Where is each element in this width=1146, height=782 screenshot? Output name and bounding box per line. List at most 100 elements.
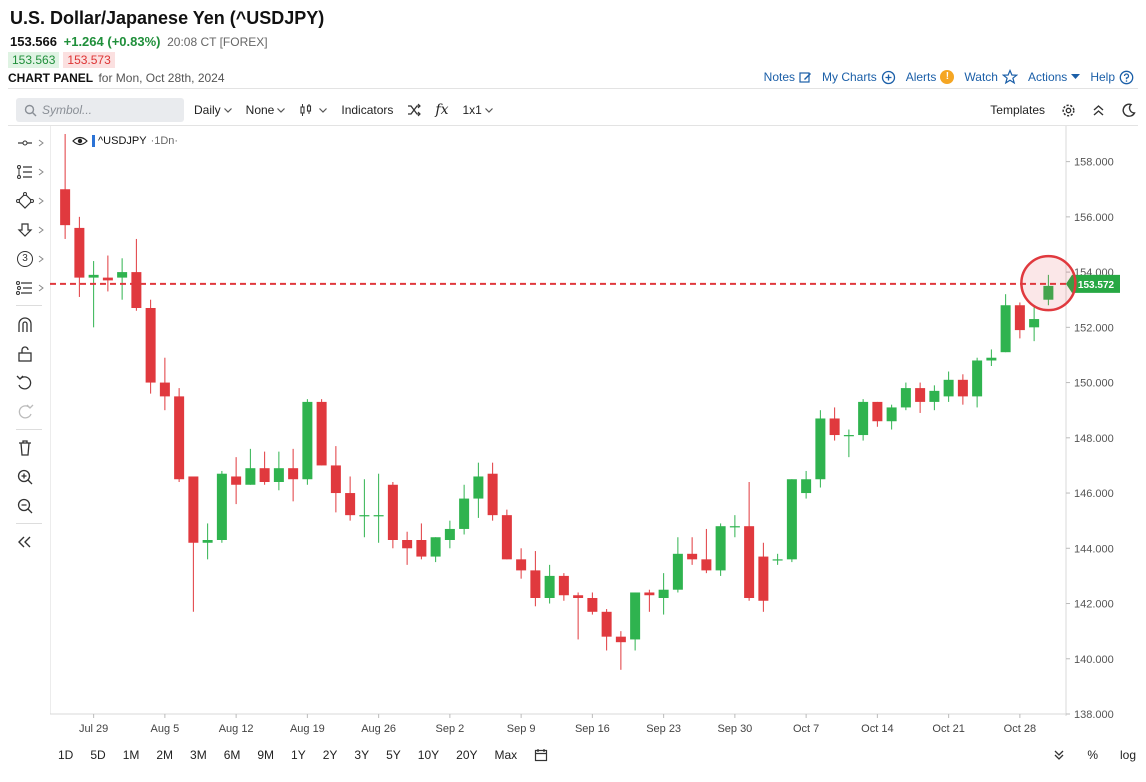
y-tick-label: 150.000 <box>1074 378 1114 390</box>
zoom-in-button[interactable] <box>14 466 48 488</box>
range-bar: 1D 5D 1M 2M 3M 6M 9M 1Y 2Y 3Y 5Y 10Y 20Y… <box>58 744 1136 766</box>
layout-select[interactable]: 1x1 <box>462 103 493 117</box>
actions-menu[interactable]: Actions <box>1028 70 1081 84</box>
caret-down-icon <box>1071 74 1081 79</box>
bid-ask: 153.563 153.573 <box>8 52 115 68</box>
zoom-out-icon <box>17 498 33 514</box>
arrow-tool-button[interactable] <box>14 219 48 241</box>
range-1m[interactable]: 1M <box>122 748 140 762</box>
search-icon <box>24 104 37 116</box>
alerts-link[interactable]: Alerts ! <box>906 70 955 84</box>
header: U.S. Dollar/Japanese Yen (^USDJPY) <box>10 8 324 29</box>
candle-body <box>630 592 641 640</box>
candle-body <box>216 473 227 540</box>
candle-body <box>174 396 185 480</box>
chevron-right-icon <box>38 226 44 234</box>
range-3y[interactable]: 3Y <box>354 748 370 762</box>
list-tool-icon <box>17 165 32 179</box>
price-chart[interactable]: 158.000 156.000 154.000 152.000 150.000 148.0… <box>50 126 1122 741</box>
range-1d[interactable]: 1D <box>58 748 74 762</box>
calendar-icon[interactable] <box>534 748 548 762</box>
pattern-tool-icon <box>16 281 32 295</box>
range-6m[interactable]: 6M <box>223 748 241 762</box>
watch-link[interactable]: Watch <box>964 69 1018 85</box>
chart-legend: ^USDJPY ·1Dn· <box>72 135 178 147</box>
range-9m[interactable]: 9M <box>257 748 275 762</box>
fib-count-tool-button[interactable]: 3 <box>14 248 48 270</box>
range-10y[interactable]: 10Y <box>417 748 440 762</box>
x-tick-label: Sep 9 <box>507 723 536 735</box>
chevron-down-icon <box>484 107 493 113</box>
percent-scale-toggle[interactable]: % <box>1087 748 1098 762</box>
line-tool-button[interactable] <box>14 132 48 154</box>
indicators-button[interactable]: Indicators <box>341 103 393 117</box>
range-max[interactable]: Max <box>494 748 518 762</box>
candle-body <box>345 493 356 516</box>
collapse-up-icon[interactable] <box>1092 104 1105 117</box>
candle-body <box>273 468 284 482</box>
delete-button[interactable] <box>14 437 48 459</box>
compare-select[interactable]: None <box>246 103 286 117</box>
symbol-search[interactable]: Symbol... <box>16 98 184 122</box>
candle-body <box>88 274 99 278</box>
toolbar-right: Templates <box>990 103 1136 118</box>
my-charts-label: My Charts <box>822 70 877 84</box>
shape-tool-button[interactable] <box>14 190 48 212</box>
candle-body <box>801 479 812 494</box>
range-2y[interactable]: 2Y <box>322 748 338 762</box>
zoom-out-button[interactable] <box>14 495 48 517</box>
double-chevron-down-icon[interactable] <box>1053 749 1065 761</box>
range-1y[interactable]: 1Y <box>291 748 306 762</box>
lock-button[interactable] <box>14 343 48 365</box>
range-3m[interactable]: 3M <box>190 748 207 762</box>
redo-button[interactable] <box>14 401 48 423</box>
notes-link[interactable]: Notes <box>764 70 812 84</box>
shuffle-button[interactable] <box>407 103 422 117</box>
range-20y[interactable]: 20Y <box>456 748 478 762</box>
symbol-input[interactable]: Symbol... <box>42 103 93 117</box>
range-5y[interactable]: 5Y <box>386 748 401 762</box>
candle-body <box>430 537 441 557</box>
eye-icon[interactable] <box>72 136 88 146</box>
alert-icon: ! <box>940 70 955 84</box>
candlestick-chart[interactable]: 158.000156.000154.000152.000150.000148.0… <box>50 126 1122 741</box>
y-tick-label: 140.000 <box>1074 654 1114 666</box>
chevron-right-icon <box>38 139 44 147</box>
pattern-tool-button[interactable] <box>14 277 48 299</box>
chevron-down-icon <box>223 107 232 113</box>
sidebar-divider <box>16 429 42 430</box>
chart-type-select[interactable] <box>299 103 328 117</box>
x-tick-label: Aug 19 <box>290 723 325 735</box>
fib-tool-button[interactable] <box>14 161 48 183</box>
candle-body <box>402 540 413 549</box>
notes-label: Notes <box>763 70 796 84</box>
range-2m[interactable]: 2M <box>156 748 174 762</box>
dark-mode-icon[interactable] <box>1121 103 1136 118</box>
divider <box>8 88 1138 89</box>
candlestick-icon <box>300 104 312 116</box>
my-charts-link[interactable]: My Charts <box>822 70 896 85</box>
candle-body <box>715 526 726 571</box>
number-circle-icon: 3 <box>17 251 33 267</box>
trash-icon <box>19 440 31 456</box>
period-select[interactable]: Daily <box>194 103 232 117</box>
candle-body <box>74 227 85 278</box>
shape-tool-icon <box>16 192 34 209</box>
chevron-right-icon <box>38 255 44 263</box>
undo-icon <box>16 375 32 390</box>
templates-button[interactable]: Templates <box>990 103 1045 117</box>
candle-body <box>587 598 598 612</box>
quote-time: 20:08 CT [FOREX] <box>167 35 268 49</box>
candle-body <box>245 468 256 485</box>
collapse-sidebar-button[interactable] <box>14 531 48 553</box>
magnet-button[interactable] <box>14 314 48 336</box>
help-link[interactable]: Help <box>1090 70 1134 85</box>
candle-body <box>302 401 313 480</box>
fx-button[interactable]: fx <box>435 102 448 118</box>
range-5d[interactable]: 5D <box>90 748 106 762</box>
undo-button[interactable] <box>14 372 48 394</box>
log-scale-toggle[interactable]: log <box>1119 748 1136 762</box>
highlight-circle <box>1020 254 1077 312</box>
gear-icon[interactable] <box>1061 103 1076 118</box>
candle-body <box>687 553 698 560</box>
